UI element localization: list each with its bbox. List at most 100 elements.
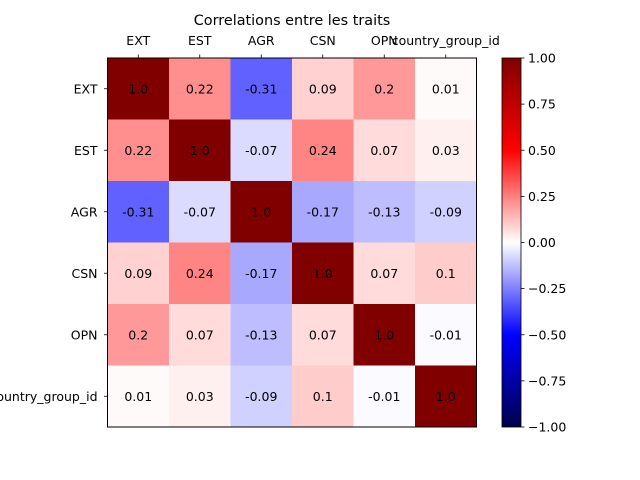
heatmap-cell <box>169 119 231 182</box>
y-tick-label: AGR <box>71 204 98 219</box>
cell-value-label: -0.31 <box>245 81 277 96</box>
colorbar-tick-label: −0.50 <box>528 327 566 342</box>
heatmap-cell <box>292 58 354 120</box>
heatmap-cell <box>230 242 293 305</box>
y-tick-label: EST <box>74 143 98 158</box>
heatmap-cell <box>169 181 231 243</box>
heatmap-cell <box>292 304 354 366</box>
x-tick-label: EST <box>188 33 212 48</box>
heatmap-cell <box>353 242 416 305</box>
cell-value-label: 0.22 <box>124 143 152 158</box>
heatmap-cell <box>107 304 170 366</box>
cell-value-label: -0.13 <box>368 204 400 219</box>
heatmap-cell <box>169 58 231 120</box>
heatmap-cell <box>230 58 293 120</box>
cell-value-label: 0.22 <box>186 81 214 96</box>
cell-value-label: 1.0 <box>128 81 148 96</box>
cell-value-label: 0.01 <box>124 389 152 404</box>
heatmap-cell <box>415 304 477 366</box>
x-tick-label: OPN <box>371 33 398 48</box>
heatmap-cell <box>230 365 293 428</box>
cell-value-label: 0.01 <box>432 81 460 96</box>
heatmap-cell <box>292 181 354 243</box>
cell-value-label: 0.24 <box>309 143 337 158</box>
heatmap-cell <box>415 181 477 243</box>
cell-value-label: 0.24 <box>186 266 214 281</box>
heatmap-cell <box>107 181 170 243</box>
cell-value-label: 0.09 <box>309 81 337 96</box>
heatmap-cell <box>415 365 477 428</box>
x-tick-label: AGR <box>248 33 275 48</box>
colorbar-tick-label: 0.00 <box>528 235 556 250</box>
cell-value-label: 0.07 <box>309 327 337 342</box>
cell-value-label: 1.0 <box>436 389 456 404</box>
heatmap-cell <box>415 119 477 182</box>
cell-value-label: 0.07 <box>370 266 398 281</box>
cell-value-label: 0.07 <box>370 143 398 158</box>
cell-value-label: -0.01 <box>430 327 462 342</box>
colorbar: 1.00 0.75 0.50 0.25 0.00 −0.25 −0.50 −0.75 −1.00 <box>501 51 566 435</box>
cell-value-label: -0.13 <box>245 327 277 342</box>
cell-value-label: 0.2 <box>128 327 148 342</box>
cell-value-label: 0.09 <box>124 266 152 281</box>
x-tick-label: CSN <box>310 33 336 48</box>
heatmap-cell <box>107 242 170 305</box>
heatmap-cell <box>353 119 416 182</box>
colorbar-tick-label: 0.25 <box>528 189 556 204</box>
y-tick-label: country_group_id <box>0 389 98 404</box>
cell-value-label: 1.0 <box>251 204 271 219</box>
colorbar-tick-label: 1.00 <box>528 51 556 66</box>
colorbar-tick-label: 0.75 <box>528 97 556 112</box>
heatmap-cell <box>292 365 354 428</box>
heatmap-cell <box>353 58 416 120</box>
cell-value-label: 1.0 <box>313 266 333 281</box>
cell-value-label: -0.17 <box>307 204 339 219</box>
cell-value-label: 0.1 <box>436 266 456 281</box>
heatmap-cell-labels: 1.0 0.22 -0.31 0.09 0.2 0.01 0.22 1.0 -0.07 0.24 0… <box>122 81 462 404</box>
heatmap-cell <box>353 304 416 366</box>
cell-value-label: -0.09 <box>245 389 277 404</box>
heatmap-cell <box>230 119 293 182</box>
y-axis-ticks: EXT EST AGR CSN OPN country_group_id <box>0 81 108 404</box>
heatmap-cell <box>169 365 231 428</box>
colorbar-gradient <box>501 57 522 428</box>
x-tick-label: EXT <box>126 33 150 48</box>
heatmap-cell <box>230 181 293 243</box>
cell-value-label: -0.07 <box>245 143 277 158</box>
y-tick-label: EXT <box>74 81 98 96</box>
heatmap-cell <box>292 242 354 305</box>
cell-value-label: 0.03 <box>186 389 214 404</box>
colorbar-tick-label: −1.00 <box>528 420 566 435</box>
chart-title: Correlations entre les traits <box>194 13 391 29</box>
colorbar-tick-label: −0.75 <box>528 373 566 388</box>
y-tick-label: OPN <box>71 327 98 342</box>
cell-value-label: -0.31 <box>122 204 154 219</box>
cell-value-label: 0.07 <box>186 327 214 342</box>
heatmap-cells <box>107 58 477 428</box>
heatmap-cell <box>107 365 170 428</box>
plot-frame <box>107 57 477 428</box>
heatmap-cell <box>169 242 231 305</box>
heatmap-cell <box>353 365 416 428</box>
heatmap-cell <box>169 304 231 366</box>
cell-value-label: -0.09 <box>430 204 462 219</box>
heatmap-cell <box>107 58 170 120</box>
heatmap-cell <box>292 119 354 182</box>
heatmap-cell <box>415 58 477 120</box>
heatmap-cell <box>230 304 293 366</box>
heatmap-cell <box>415 242 477 305</box>
cell-value-label: 0.03 <box>432 143 460 158</box>
x-tick-label: country_group_id <box>392 33 500 48</box>
cell-value-label: -0.07 <box>184 204 216 219</box>
cell-value-label: 0.1 <box>313 389 333 404</box>
cell-value-label: 1.0 <box>190 143 210 158</box>
colorbar-tick-label: −0.25 <box>528 281 566 296</box>
colorbar-tick-label: 0.50 <box>528 143 556 158</box>
cell-value-label: -0.01 <box>368 389 400 404</box>
y-tick-label: CSN <box>71 266 97 281</box>
cell-value-label: 1.0 <box>374 327 394 342</box>
heatmap-cell <box>353 181 416 243</box>
cell-value-label: 0.2 <box>374 81 394 96</box>
